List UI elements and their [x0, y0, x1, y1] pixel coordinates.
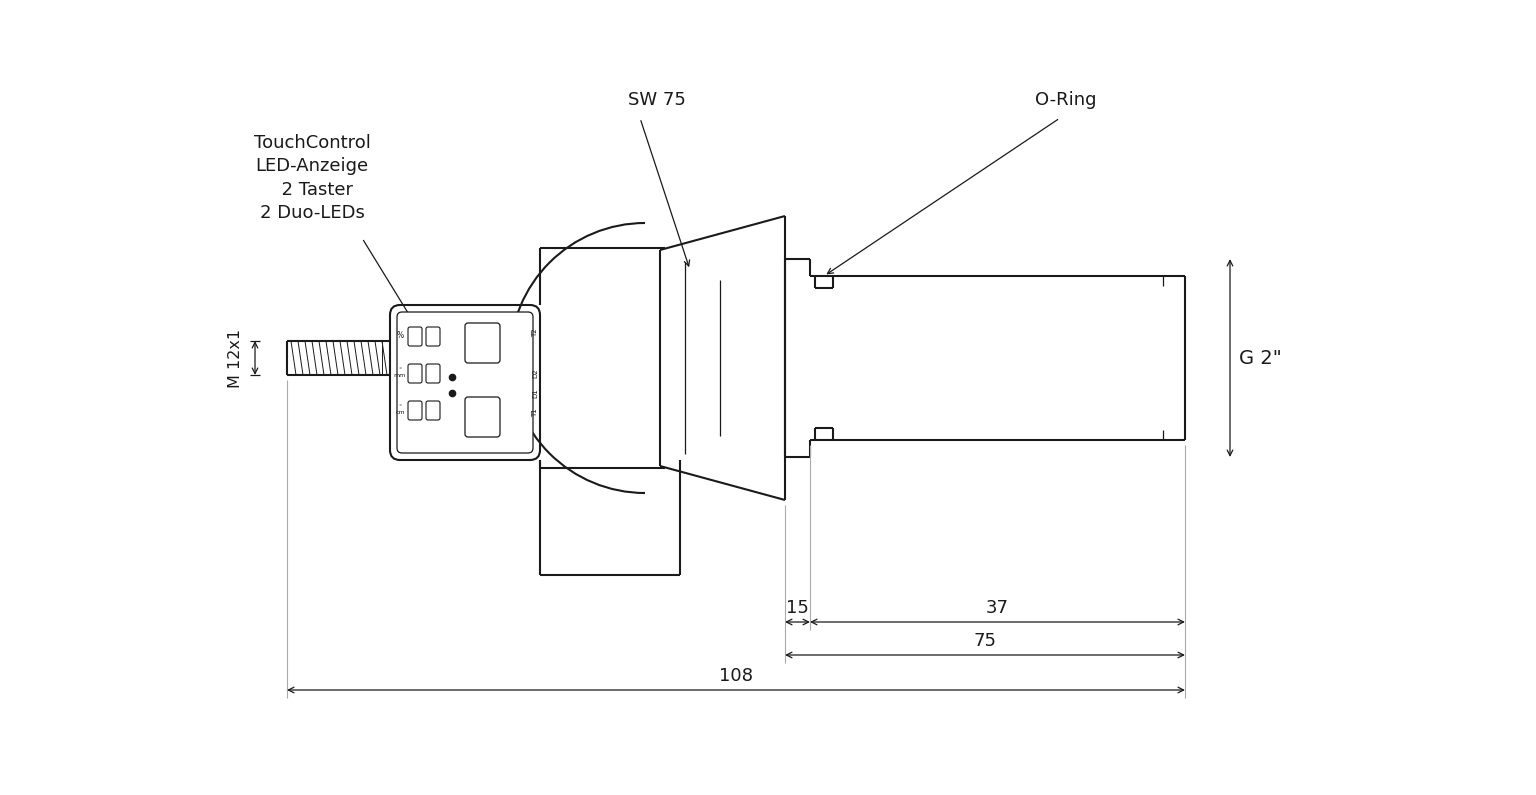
FancyBboxPatch shape: [465, 323, 501, 363]
FancyBboxPatch shape: [425, 401, 439, 420]
FancyBboxPatch shape: [409, 327, 422, 346]
Text: %: %: [396, 332, 404, 340]
Text: TouchControl
LED-Anzeige
  2 Taster
2 Duo-LEDs: TouchControl LED-Anzeige 2 Taster 2 Duo-…: [253, 134, 370, 223]
Text: 75: 75: [974, 632, 997, 650]
FancyBboxPatch shape: [465, 397, 501, 437]
Text: SW 75: SW 75: [628, 91, 687, 109]
Text: T1: T1: [531, 409, 538, 417]
Text: G 2": G 2": [1238, 348, 1281, 367]
FancyBboxPatch shape: [425, 364, 439, 383]
Text: D2: D2: [531, 368, 538, 378]
FancyBboxPatch shape: [396, 312, 533, 453]
Text: °
cm: ° cm: [395, 405, 406, 416]
Text: O-Ring: O-Ring: [1035, 91, 1097, 109]
FancyBboxPatch shape: [390, 305, 541, 460]
Text: T2: T2: [531, 328, 538, 337]
FancyBboxPatch shape: [409, 401, 422, 420]
Text: D1: D1: [531, 388, 538, 398]
Text: 37: 37: [986, 599, 1009, 617]
Text: °
mm: ° mm: [393, 367, 406, 378]
Text: 108: 108: [719, 667, 753, 685]
Text: 15: 15: [786, 599, 809, 617]
FancyBboxPatch shape: [409, 364, 422, 383]
FancyBboxPatch shape: [425, 327, 439, 346]
Text: M 12x1: M 12x1: [227, 328, 243, 388]
